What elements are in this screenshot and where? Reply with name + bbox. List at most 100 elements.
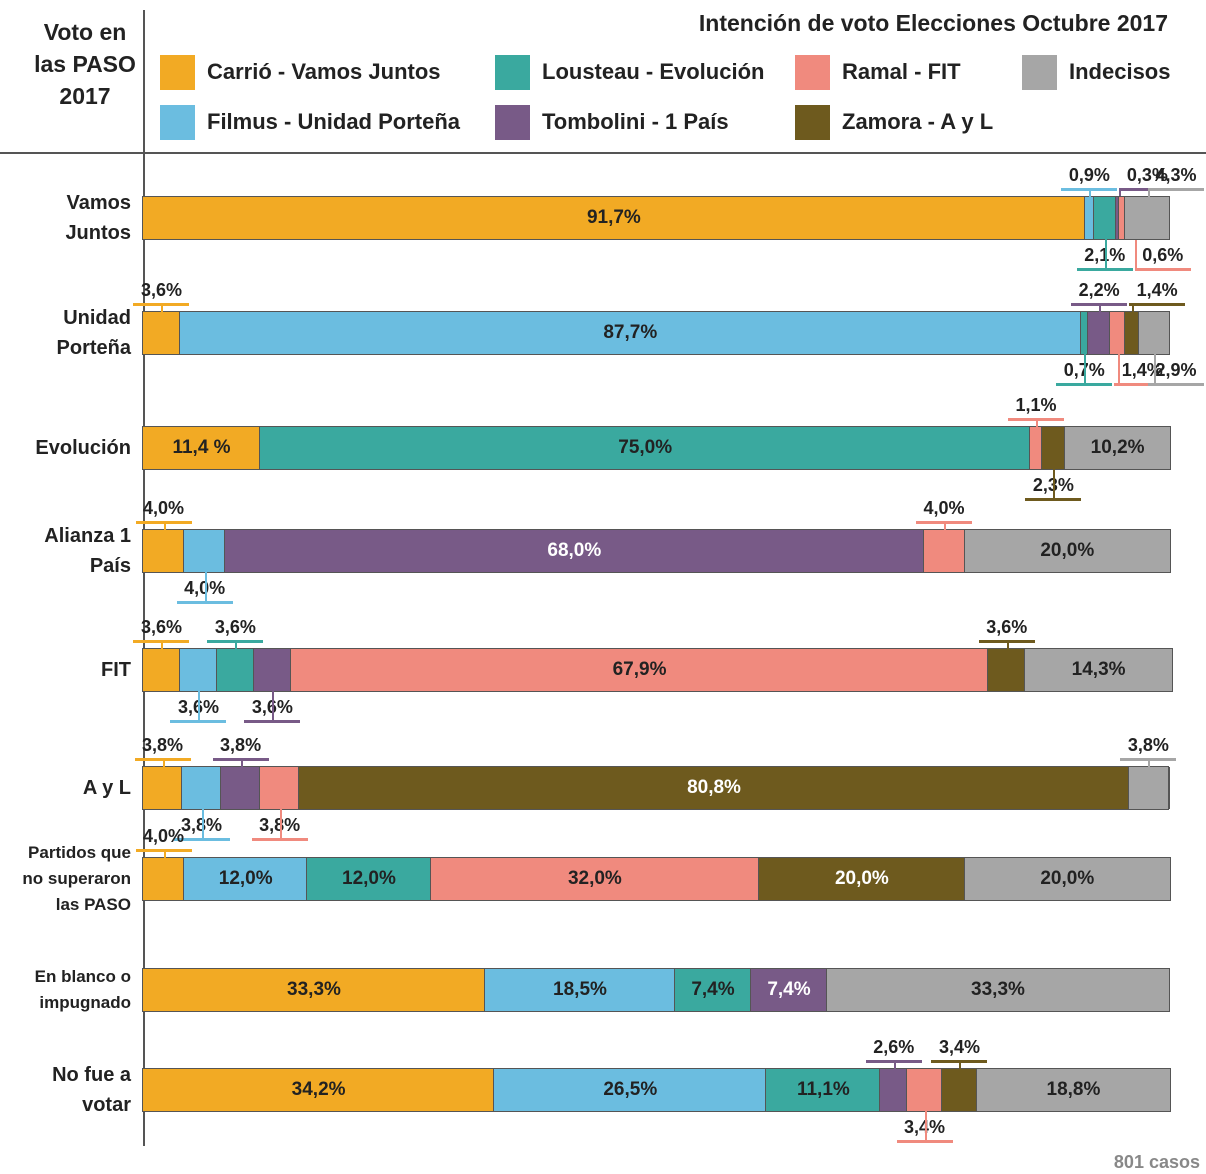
callout-tick bbox=[162, 758, 165, 767]
callout-tick bbox=[1132, 303, 1134, 312]
callout-tick bbox=[924, 1111, 927, 1141]
bar-segment bbox=[1138, 311, 1170, 355]
callout-line bbox=[1025, 498, 1082, 501]
bar-segment bbox=[1029, 426, 1043, 470]
value-label: 3,6% bbox=[986, 617, 1028, 637]
callout-tick bbox=[272, 691, 275, 721]
legend-label: Tombolini - 1 País bbox=[542, 109, 729, 134]
bar-segment bbox=[765, 1068, 882, 1112]
bar-segment bbox=[493, 1068, 768, 1112]
bar-segment bbox=[1024, 648, 1174, 692]
callout-tick bbox=[1117, 354, 1120, 384]
bar-segment bbox=[183, 857, 309, 901]
value-label: 18,5% bbox=[553, 979, 607, 1000]
callout-tick bbox=[893, 1060, 896, 1069]
value-label: 67,9% bbox=[612, 659, 667, 680]
value-label: 3,4% bbox=[938, 1037, 980, 1057]
value-label: 0,9% bbox=[1068, 165, 1110, 185]
callout-line bbox=[176, 601, 233, 604]
note: 801 casos bbox=[1113, 1152, 1200, 1172]
legend-label: Zamora - A y L bbox=[842, 109, 994, 134]
callout-tick bbox=[235, 640, 238, 649]
value-label: 11,4 % bbox=[172, 437, 231, 458]
callout-line bbox=[896, 1140, 953, 1143]
bar-segment bbox=[879, 1068, 909, 1112]
bar-segment bbox=[181, 766, 223, 810]
value-label: 33,3% bbox=[971, 979, 1025, 1000]
legend-swatch bbox=[795, 55, 830, 90]
bar-segment bbox=[1079, 311, 1089, 355]
bar-segment bbox=[224, 529, 925, 573]
value-label: 68,0% bbox=[547, 540, 602, 561]
bar-segment bbox=[289, 648, 990, 692]
callout-tick bbox=[163, 521, 166, 530]
callout-tick bbox=[240, 758, 243, 767]
value-label: 12,0% bbox=[218, 868, 273, 889]
legend-label: Ramal - FIT bbox=[842, 59, 961, 84]
value-label: 4,3% bbox=[1155, 165, 1197, 185]
bar-segment bbox=[1109, 311, 1126, 355]
value-label: 12,0% bbox=[342, 868, 396, 889]
callout-tick bbox=[1148, 758, 1151, 767]
callout-tick bbox=[1089, 188, 1092, 197]
callout-tick bbox=[279, 809, 282, 839]
value-label: 2,6% bbox=[873, 1037, 915, 1057]
callout-tick bbox=[1084, 354, 1087, 384]
value-label: 3,8% bbox=[1127, 735, 1169, 755]
legend-swatch bbox=[160, 105, 195, 140]
value-label: 4,0% bbox=[143, 826, 185, 846]
callout-line bbox=[1148, 383, 1204, 386]
callout-tick bbox=[1099, 303, 1102, 312]
bar-segment bbox=[673, 968, 752, 1012]
category-label: Partidos que no superaron las PASO bbox=[22, 843, 131, 914]
value-label: 1,1% bbox=[1015, 395, 1057, 415]
value-label: 3,6% bbox=[140, 280, 182, 300]
value-label: 20,0% bbox=[1040, 868, 1095, 889]
value-label: 34,2% bbox=[291, 1079, 346, 1100]
bar-segment bbox=[429, 857, 761, 901]
legend-label: Carrió - Vamos Juntos bbox=[207, 59, 441, 84]
callout-tick bbox=[1134, 239, 1137, 269]
value-label: 18,8% bbox=[1046, 1079, 1101, 1100]
callout-line bbox=[1114, 383, 1171, 386]
bar-segment bbox=[141, 529, 186, 573]
category-label: Vamos Juntos bbox=[65, 192, 131, 244]
bar-segment bbox=[906, 1068, 943, 1112]
bar-segment bbox=[1114, 196, 1120, 240]
bar-segment bbox=[141, 426, 262, 470]
bar-segment bbox=[963, 529, 1171, 573]
legend-label: Indecisos bbox=[1069, 59, 1171, 84]
callout-line bbox=[170, 720, 227, 723]
bar-segment bbox=[825, 968, 1170, 1012]
value-label: 1,4% bbox=[1136, 280, 1178, 300]
callout-line bbox=[173, 838, 230, 841]
bar-segment bbox=[141, 766, 184, 810]
callout-tick bbox=[161, 640, 164, 649]
value-label: 2,2% bbox=[1078, 280, 1120, 300]
callout-tick bbox=[1053, 469, 1056, 499]
category-label: Evolución bbox=[35, 437, 131, 459]
value-label: 33,3% bbox=[287, 979, 341, 1000]
value-label: 20,0% bbox=[834, 868, 889, 889]
value-label: 0,6% bbox=[1142, 245, 1184, 265]
callout-line bbox=[251, 838, 308, 841]
bar-segment bbox=[178, 311, 1082, 355]
callout-tick bbox=[1104, 239, 1107, 269]
category-label: Unidad Porteña bbox=[56, 307, 131, 359]
callout-line bbox=[1056, 383, 1113, 386]
bar-segment bbox=[975, 1068, 1171, 1112]
legend-label: Filmus - Unidad Porteña bbox=[207, 109, 461, 134]
bar-segment bbox=[142, 311, 181, 355]
bar-segment bbox=[306, 857, 432, 901]
bar-segment bbox=[749, 968, 828, 1012]
callout-tick bbox=[198, 691, 201, 721]
bar-segment bbox=[1064, 426, 1171, 470]
bar-segment bbox=[141, 1068, 496, 1112]
bar-segment bbox=[1127, 766, 1169, 810]
bar-segment bbox=[220, 766, 262, 810]
value-label: 7,4% bbox=[767, 979, 811, 1000]
callout-tick bbox=[1148, 188, 1150, 197]
value-label: 87,7% bbox=[603, 322, 658, 343]
y-axis-line bbox=[143, 10, 145, 1146]
